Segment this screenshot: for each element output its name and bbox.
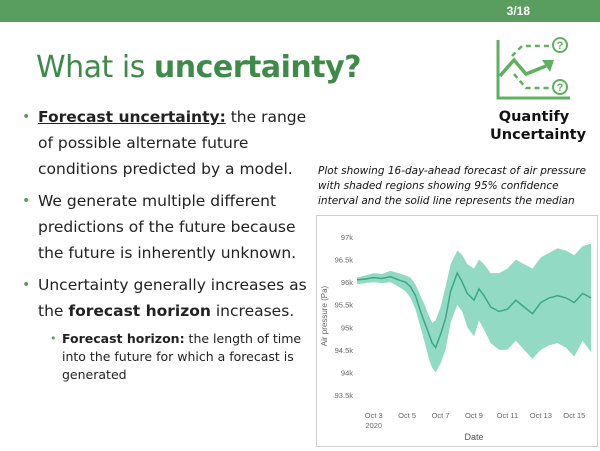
y-tick-label: 96.5k — [335, 256, 354, 265]
y-axis-label: Air pressure (Pa) — [320, 285, 329, 346]
bullet-body: We generate multiple different predictio… — [38, 192, 297, 262]
sub-bullet-item: • Forecast horizon: the length of time i… — [50, 330, 317, 384]
bullet-text: Uncertainty generally increases as the f… — [38, 272, 317, 324]
bullet-list: • Forecast uncertainty: the range of pos… — [22, 104, 317, 384]
x-tick-label: Oct 5 — [398, 411, 416, 420]
bullet-dot-icon: • — [22, 193, 31, 209]
x-tick-label: Oct 11 — [497, 411, 519, 420]
bullet-bold: forecast horizon — [68, 302, 211, 320]
bullet-body: Uncertainty generally increases as the — [38, 276, 307, 320]
quantify-uncertainty-icon: ? ? — [492, 36, 574, 102]
sub-bullet-body: the length of time into the future for w… — [62, 331, 302, 382]
slide-title-bold: uncertainty? — [153, 50, 362, 85]
bullet-dot-icon: • — [50, 332, 57, 345]
median-line — [356, 271, 592, 350]
x-tick-year: 2020 — [365, 421, 382, 430]
sub-bullet-term: Forecast horizon: — [62, 331, 185, 346]
y-tick-label: 94k — [341, 368, 353, 377]
icon-label-line2: Uncertainty — [490, 127, 587, 143]
x-tick-label: Oct 15 — [563, 411, 585, 420]
x-tick-label: Oct 3 — [365, 411, 383, 420]
page-number: 3/18 — [506, 4, 530, 18]
svg-text:?: ? — [557, 82, 564, 94]
y-tick-label: 93.5k — [335, 391, 354, 400]
bullet-item: • Forecast uncertainty: the range of pos… — [22, 104, 317, 182]
y-tick-label: 96k — [341, 278, 353, 287]
y-tick-label: 94.5k — [335, 346, 354, 355]
slide-title: What is uncertainty? — [36, 50, 362, 85]
x-tick-label: Oct 7 — [432, 411, 450, 420]
x-tick-label: Oct 13 — [530, 411, 552, 420]
svg-text:?: ? — [557, 40, 564, 52]
bullet-text: Forecast uncertainty: the range of possi… — [38, 104, 317, 182]
x-axis-label: Date — [464, 432, 483, 442]
bullet-term: Forecast uncertainty: — [38, 108, 226, 126]
plot-caption: Plot showing 16-day-ahead forecast of ai… — [318, 165, 587, 207]
confidence-band — [357, 243, 591, 373]
bullet-dot-icon: • — [22, 109, 31, 125]
y-tick-label: 97k — [341, 233, 353, 242]
slide-title-plain: What is — [36, 50, 154, 85]
bullet-item: • Uncertainty generally increases as the… — [22, 272, 317, 324]
x-tick-label: Oct 9 — [465, 411, 483, 420]
forecast-chart: 97k 96.5k 96k 95.5k 95k 94.5k 94k 93.5k Oct 3 Oct… — [316, 215, 598, 447]
sub-bullet-text: Forecast horizon: the length of time int… — [62, 330, 317, 384]
y-tick-label: 95.5k — [335, 301, 354, 310]
y-tick-label: 95k — [341, 323, 353, 332]
bullet-body: the range of possible alternate future c… — [38, 108, 307, 178]
header-bar: 3/18 — [0, 0, 600, 22]
icon-label-line1: Quantify — [498, 109, 570, 125]
icon-label: Quantify Uncertainty — [490, 108, 587, 144]
bullet-item: • We generate multiple different predict… — [22, 188, 317, 266]
bullet-body-end: increases. — [210, 302, 295, 320]
bullet-dot-icon: • — [22, 277, 31, 293]
